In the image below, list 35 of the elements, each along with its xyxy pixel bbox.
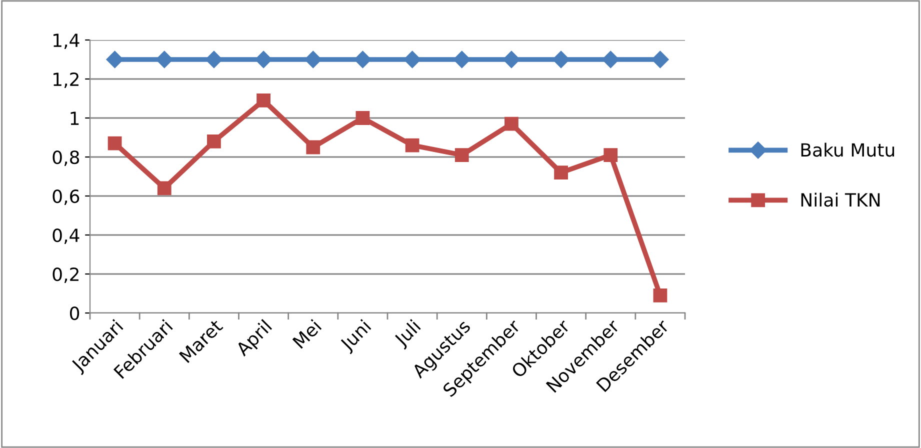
point [405,138,420,152]
y-tick-label: 1 [70,112,79,125]
point [653,288,668,302]
legend-label: Nilai TKN [801,192,880,207]
point [602,50,620,68]
point [304,50,322,68]
point [502,50,520,68]
y-tick-label: 1,2 [54,72,78,88]
point [108,136,122,150]
point [356,111,370,125]
point [354,50,372,68]
x-tick-label: Mei [292,319,322,349]
point [552,50,570,68]
point [404,50,421,68]
point [453,50,470,68]
point [256,94,270,108]
y-tick-label: 0,2 [52,267,78,283]
point [652,50,669,68]
point [106,50,124,68]
y-tick-label: 0,6 [52,189,80,205]
point [454,148,469,162]
y-tick-label: 1,4 [54,34,80,49]
point [554,166,568,180]
point [306,140,320,154]
y-tick-label: 0,4 [52,228,80,244]
point [604,148,618,162]
point [157,181,172,196]
point [254,50,272,68]
y-tick-label: 0,8 [52,150,80,166]
point [205,50,223,68]
point [504,116,518,131]
point [207,134,221,148]
point [156,50,173,68]
legend-label: Baku Mutu [801,142,894,157]
y-tick-label: 0 [70,306,80,320]
